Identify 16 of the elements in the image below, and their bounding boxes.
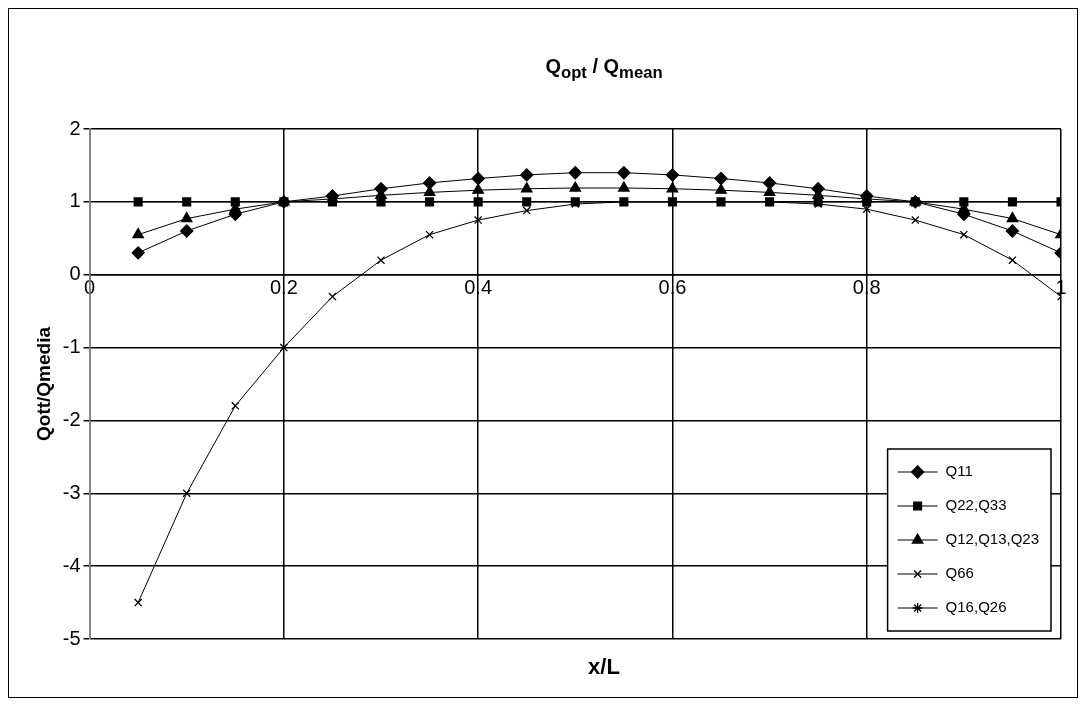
legend-label: Q22,Q33 [945, 496, 1007, 514]
y-tick-label: 0 [69, 262, 81, 285]
y-tick-label: -3 [62, 480, 81, 503]
y-tick-label: -5 [62, 626, 81, 649]
legend-label: Q11 [945, 462, 973, 480]
y-axis-title: Qott/Qmedia [32, 326, 54, 442]
y-tick-label: -2 [62, 407, 81, 430]
x-axis-title: x/L [587, 654, 621, 680]
legend-label: Q16,Q26 [945, 598, 1007, 616]
y-tick-label: 2 [69, 116, 81, 139]
legend-label: Q12,Q13,Q23 [945, 530, 1040, 548]
chart-title: Q$_{opt}$ / Q$_{mean}$ [544, 55, 664, 83]
legend-label: Q66 [945, 564, 974, 582]
y-tick-label: -1 [62, 335, 81, 358]
y-tick-label: -4 [62, 553, 81, 576]
y-tick-label: 1 [69, 189, 81, 212]
